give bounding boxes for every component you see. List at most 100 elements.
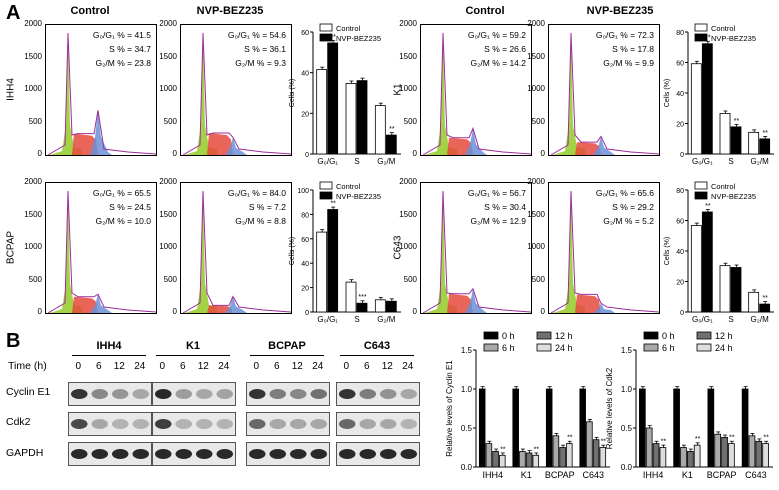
legend-swatch [319, 23, 333, 32]
bar [385, 300, 397, 313]
blot-band [216, 419, 233, 429]
blot-band [175, 449, 192, 459]
stat-g0g1: G₀/G₁ % = 54.6 [227, 30, 286, 40]
flow-y-tick: 1000 [24, 242, 42, 251]
y-tick-label: 1.0 [621, 385, 633, 394]
histogram-g1-peak [553, 191, 585, 313]
x-category-label: IHH4 [482, 470, 503, 480]
legend-label: Control [336, 182, 361, 191]
blot-cell-line-title: IHH4 [96, 340, 122, 352]
legend-swatch [483, 331, 499, 340]
bar [693, 444, 701, 468]
histogram-g1-peak [50, 33, 82, 155]
flow-y-tick: 0 [412, 149, 417, 158]
histogram-g1-peak [425, 191, 457, 313]
blot-cell-line-title: BCPAP [268, 340, 306, 352]
legend-label: Control [711, 182, 736, 191]
blot-band [155, 389, 172, 399]
y-tick-label: 0 [305, 152, 309, 159]
stat-g0g1: G₀/G₁ % = 65.6 [595, 188, 654, 198]
bar [673, 388, 680, 468]
bar [755, 440, 763, 468]
bar [579, 388, 586, 468]
bar [492, 451, 499, 468]
flow-y-tick: 500 [531, 274, 545, 284]
time-point-label: 12 [197, 361, 209, 372]
bar [374, 105, 386, 155]
stat-s: S % = 36.1 [244, 44, 286, 54]
histogram-plot [47, 32, 157, 156]
blot-band [132, 419, 149, 429]
blot-strip-gapdh [246, 442, 330, 466]
legend-swatch [319, 191, 333, 200]
legend-swatch [694, 33, 708, 42]
x-category-label: G₂/M [377, 315, 396, 324]
legend-swatch [696, 343, 712, 352]
flow-y-tick: 1500 [399, 209, 417, 219]
flow-histogram-ihh4-treated [180, 24, 292, 156]
legend-label: 24 h [715, 343, 733, 353]
flow-y-tick: 500 [403, 274, 417, 284]
blot-bands [71, 419, 149, 429]
y-tick-label: 40 [676, 249, 684, 256]
blot-bands [339, 389, 417, 399]
flow-y-tick: 0 [172, 149, 177, 158]
bar [721, 436, 728, 468]
blot-band [155, 419, 172, 429]
cell-bar-chart-c643: 0 20 40 60 80 Cells (%) G₀/G₁ S G₂/M ** ** Control N… [660, 180, 778, 335]
legend-label: NVP-BEZ235 [711, 192, 756, 201]
time-point-label: 24 [134, 361, 146, 372]
cell-bar-chart-k1: 0 20 40 60 80 Cells (%) G₀/G₁ S G₂/M ** ** ** Contro… [660, 22, 778, 177]
bar [385, 134, 397, 155]
blot-bands [339, 419, 417, 429]
blot-band [269, 419, 286, 429]
y-tick-label: 20 [301, 286, 309, 293]
blot-cell-line-title: C643 [363, 340, 391, 352]
histogram-g1-peak [553, 33, 585, 155]
flow-y-tick: 500 [28, 274, 42, 284]
bar [690, 225, 702, 313]
flow-y-tick: 1000 [159, 84, 177, 93]
histogram-g2m-peak [90, 294, 112, 313]
legend-label: NVP-BEZ235 [711, 34, 756, 43]
legend-label: NVP-BEZ235 [336, 34, 381, 43]
blot-cell-line-title: K1 [185, 340, 201, 352]
blot-band [196, 419, 213, 429]
cdk2-bar-chart: 0.0 0.5 1.0 1.5 Relative levels of Cdk2 IHH4 K… [602, 330, 777, 490]
flow-y-tick: 1500 [24, 51, 42, 61]
bar [719, 113, 731, 155]
y-tick-label: 80 [301, 212, 309, 219]
legend-swatch [483, 343, 499, 352]
bar [639, 388, 646, 468]
bar [701, 43, 713, 155]
time-point-label: 6 [95, 361, 102, 372]
flow-y-tick: 2000 [399, 177, 417, 186]
flow-y-tick: 500 [163, 274, 177, 284]
legend-swatch [694, 23, 708, 32]
blot-strip-cdk2 [152, 412, 236, 436]
histogram-g2m-peak [593, 303, 615, 313]
blot-strip-gapdh [68, 442, 152, 466]
bar [525, 452, 533, 468]
flow-y-tick: 1500 [159, 209, 177, 219]
blot-band [359, 449, 376, 459]
y-tick-label: 1.0 [461, 385, 473, 394]
blot-band [216, 389, 233, 399]
bar [345, 281, 357, 313]
legend-swatch [643, 331, 659, 340]
stat-s: S % = 24.5 [109, 202, 151, 212]
flow-y-tick: 1500 [527, 209, 545, 219]
y-tick-label: 20 [676, 122, 684, 129]
time-point-label: 0 [75, 361, 82, 372]
blot-band [310, 419, 327, 429]
flow-histogram-k1-treated [548, 24, 660, 156]
blot-title-underline [72, 355, 146, 356]
blot-band [339, 419, 356, 429]
y-tick-label: 80 [676, 30, 684, 37]
stat-g0g1: G₀/G₁ % = 56.7 [467, 188, 526, 198]
flow-histogram-c643-control [420, 182, 532, 314]
blot-band [71, 449, 88, 459]
col-title-control-left: Control [70, 5, 110, 17]
blot-band [400, 419, 417, 429]
stat-s: S % = 7.2 [248, 202, 286, 212]
